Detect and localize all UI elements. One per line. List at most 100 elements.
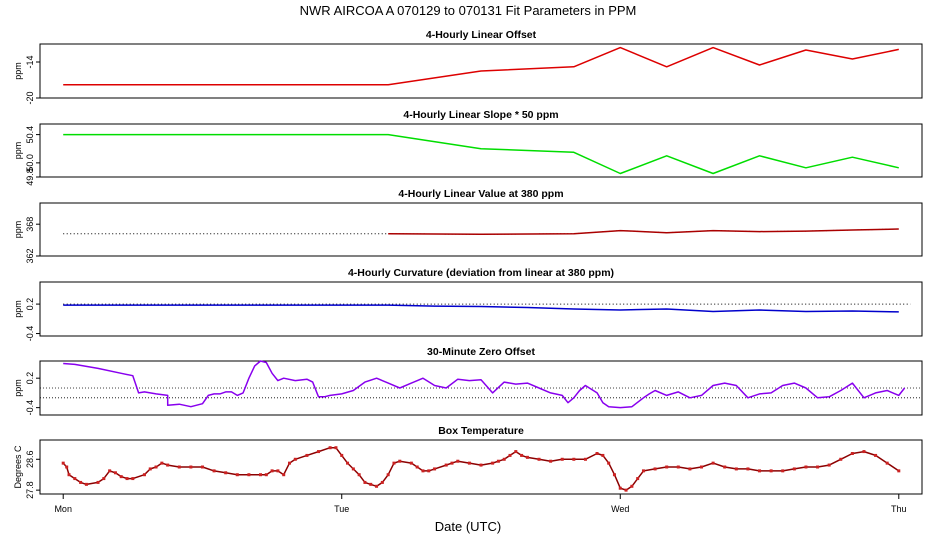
x-tick-label: Mon	[54, 504, 72, 514]
data-point	[641, 469, 645, 473]
panel-2: 4-Hourly Linear Slope * 50 ppmppm49.850.…	[13, 109, 923, 186]
panel-1: 4-Hourly Linear Offset ppm -20 -14	[13, 29, 923, 105]
x-tick-label: Tue	[334, 504, 349, 514]
panel-title: Box Temperature	[438, 425, 524, 437]
data-point	[200, 465, 204, 469]
data-point	[363, 480, 367, 484]
data-point	[154, 465, 158, 469]
data-point	[467, 461, 471, 465]
data-point	[235, 473, 239, 477]
panel-frame	[39, 202, 923, 257]
data-point	[688, 467, 692, 471]
data-point	[119, 475, 123, 479]
data-point	[514, 450, 518, 454]
y-tick-label: -14	[25, 55, 35, 68]
data-point	[79, 480, 83, 484]
x-tick-label: Thu	[891, 504, 907, 514]
data-point	[415, 465, 419, 469]
data-point	[61, 461, 65, 465]
panel-frame	[39, 439, 923, 495]
data-point	[351, 467, 355, 471]
y-axis-label: ppm	[13, 221, 23, 239]
data-point	[317, 450, 321, 454]
data-point	[67, 473, 71, 477]
data-point	[862, 450, 866, 454]
y-tick-label: 49.8	[25, 168, 35, 186]
data-point	[456, 459, 460, 463]
data-point	[65, 465, 69, 469]
y-tick-label: 27.8	[25, 481, 35, 499]
data-point	[769, 469, 773, 473]
figure-title: NWR AIRCOA A 070129 to 070131 Fit Parame…	[300, 3, 637, 18]
data-point	[125, 477, 129, 481]
y-axis-label: ppm	[13, 62, 23, 80]
data-point	[131, 477, 135, 481]
data-point	[375, 484, 379, 488]
data-point	[276, 469, 280, 473]
data-point	[508, 453, 512, 457]
series-slope	[63, 133, 899, 175]
data-point	[630, 484, 634, 488]
panel-frame	[39, 281, 923, 337]
data-point	[502, 457, 506, 461]
panel-6: Box Temperature Degrees C27.8 28.6	[13, 425, 923, 499]
data-point	[212, 469, 216, 473]
data-point	[827, 463, 831, 467]
data-point	[409, 461, 413, 465]
data-point	[398, 459, 402, 463]
data-point	[804, 465, 808, 469]
data-point	[711, 461, 715, 465]
data-point	[84, 482, 88, 486]
x-axis-label: Date (UTC)	[435, 519, 501, 534]
data-point	[259, 473, 262, 477]
data-point	[386, 473, 390, 477]
panel-frame	[39, 43, 923, 99]
panel-title: 4-Hourly Linear Slope * 50 ppm	[403, 109, 558, 121]
x-axis: Mon Tue Wed Thu	[54, 494, 907, 514]
data-point	[293, 457, 297, 461]
series-zero-offset	[63, 360, 906, 409]
data-point	[618, 486, 622, 490]
data-point	[160, 461, 164, 465]
data-point	[450, 461, 454, 465]
y-axis-label: ppm	[13, 300, 23, 318]
data-point	[583, 457, 587, 461]
data-point	[700, 465, 703, 469]
data-point	[676, 465, 680, 469]
data-point	[723, 465, 727, 469]
panel-title: 4-Hourly Linear Value at 380 ppm	[398, 188, 563, 200]
data-point	[816, 465, 820, 469]
y-tick-label: 28.6	[25, 451, 35, 469]
data-point	[549, 459, 553, 463]
data-point	[357, 473, 361, 477]
data-point	[601, 453, 605, 457]
data-point	[340, 453, 344, 457]
panel-5: 30-Minute Zero Offset ppm-0.4 0.2	[13, 346, 923, 416]
y-tick-label: -0.4	[25, 400, 35, 416]
data-point	[839, 457, 843, 461]
data-point	[421, 469, 425, 473]
data-point	[328, 446, 332, 450]
data-point	[520, 453, 524, 457]
data-point	[595, 452, 599, 455]
data-point	[850, 452, 854, 455]
data-point	[885, 461, 889, 465]
data-point	[346, 461, 350, 465]
data-point	[479, 463, 483, 467]
data-point	[392, 461, 396, 465]
data-point	[189, 465, 193, 469]
y-axis-label: ppm	[13, 379, 23, 397]
data-point	[264, 473, 268, 477]
y-tick-label: 0.2	[25, 298, 35, 311]
data-point	[560, 457, 564, 461]
series-box-temperature	[62, 446, 900, 491]
data-point	[781, 469, 785, 473]
data-point	[369, 482, 373, 486]
data-point	[247, 473, 251, 477]
data-point	[537, 457, 541, 461]
y-tick-label: 0.2	[25, 372, 35, 385]
panel-title: 4-Hourly Curvature (deviation from linea…	[348, 267, 614, 279]
y-tick-label: -0.4	[25, 326, 35, 342]
data-point	[142, 473, 146, 477]
